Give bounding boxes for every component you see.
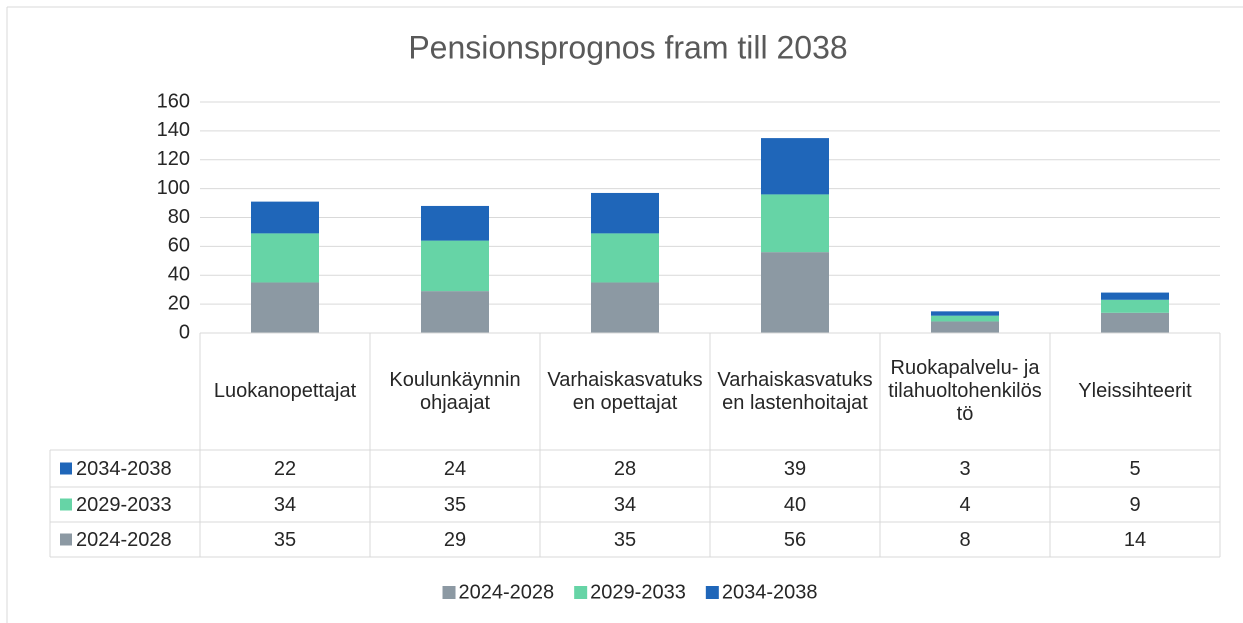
x-category-label-box: Varhaiskasvatuksen lastenhoitajat bbox=[717, 368, 873, 414]
table-value: 56 bbox=[784, 529, 806, 551]
bar-segment bbox=[1101, 312, 1169, 333]
table-value: 34 bbox=[274, 494, 296, 516]
table-legend-key bbox=[60, 533, 72, 546]
table-value: 34 bbox=[614, 494, 636, 516]
y-tick-label: 120 bbox=[157, 148, 190, 170]
x-category-label-box: Ruokapalvelu- ja tilahuoltohenkilöstö bbox=[888, 357, 1042, 425]
table-value: 35 bbox=[444, 494, 466, 516]
x-category-label: Luokanopettajat bbox=[213, 380, 357, 402]
bar-segment bbox=[1101, 299, 1169, 313]
table-value: 35 bbox=[614, 529, 636, 551]
x-category-label: Varhaiskasvatuksen lastenhoitajat bbox=[717, 368, 873, 414]
bar-segment bbox=[931, 321, 999, 333]
table-value: 35 bbox=[274, 529, 296, 551]
table-value: 5 bbox=[1129, 458, 1140, 480]
table-value: 4 bbox=[959, 494, 970, 516]
bar-segment bbox=[251, 282, 319, 333]
y-tick-label: 20 bbox=[168, 292, 190, 314]
legend-key bbox=[705, 586, 719, 599]
table-value: 39 bbox=[784, 458, 806, 480]
y-tick-label: 60 bbox=[168, 235, 190, 257]
x-category-label: Yleissihteerit bbox=[1078, 380, 1192, 402]
legend-label: 2029-2033 bbox=[590, 581, 686, 603]
table-value: 22 bbox=[274, 458, 296, 480]
x-category-label: Ruokapalvelu- ja tilahuoltohenkilöstö bbox=[888, 357, 1042, 425]
table-row-label: 2024-2028 bbox=[76, 529, 172, 551]
table-row-label: 2034-2038 bbox=[76, 458, 172, 480]
table-value: 8 bbox=[959, 529, 970, 551]
table-row-label: 2029-2033 bbox=[76, 494, 172, 516]
table-value: 40 bbox=[784, 494, 806, 516]
bar-segment bbox=[421, 205, 489, 241]
x-category-label-box: Yleissihteerit bbox=[1078, 380, 1192, 402]
bar-segment bbox=[421, 240, 489, 292]
y-tick-label: 140 bbox=[157, 119, 190, 141]
table-value: 9 bbox=[1129, 494, 1140, 516]
table-value: 3 bbox=[959, 458, 970, 480]
x-category-label-box: Varhaiskasvatuksen opettajat bbox=[547, 368, 703, 414]
bar-segment bbox=[761, 252, 829, 333]
bar-segment bbox=[1101, 292, 1169, 300]
bar-segment bbox=[591, 192, 659, 234]
legend-key bbox=[574, 586, 588, 599]
x-category-label-box: Luokanopettajat bbox=[213, 380, 357, 402]
bar-segment bbox=[251, 201, 319, 234]
table-value: 14 bbox=[1124, 529, 1146, 551]
x-category-label: Koulunkäynnin ohjaajat bbox=[389, 368, 521, 414]
x-category-label: Varhaiskasvatuksen opettajat bbox=[547, 368, 703, 414]
legend-label: 2024-2028 bbox=[459, 581, 555, 603]
table-value: 24 bbox=[444, 458, 466, 480]
table-value: 28 bbox=[614, 458, 636, 480]
bar-segment bbox=[421, 291, 489, 333]
bar-segment bbox=[931, 315, 999, 322]
bar-segment bbox=[251, 233, 319, 283]
table-value: 29 bbox=[444, 529, 466, 551]
bar-segment bbox=[931, 311, 999, 316]
y-tick-label: 100 bbox=[157, 177, 190, 199]
x-category-label-box: Koulunkäynnin ohjaajat bbox=[389, 368, 521, 414]
legend-key bbox=[442, 586, 456, 599]
y-tick-label: 0 bbox=[179, 321, 190, 343]
legend-label: 2034-2038 bbox=[722, 581, 818, 603]
table-legend-key bbox=[60, 462, 72, 475]
y-tick-label: 80 bbox=[168, 206, 190, 228]
y-tick-label: 40 bbox=[168, 264, 190, 286]
chart-title: Pensionsprognos fram till 2038 bbox=[408, 29, 847, 65]
table-legend-key bbox=[60, 498, 72, 511]
y-tick-label: 160 bbox=[157, 90, 190, 112]
bar-segment bbox=[591, 233, 659, 283]
bar-segment bbox=[761, 138, 829, 195]
bar-segment bbox=[761, 194, 829, 253]
bar-segment bbox=[591, 282, 659, 333]
